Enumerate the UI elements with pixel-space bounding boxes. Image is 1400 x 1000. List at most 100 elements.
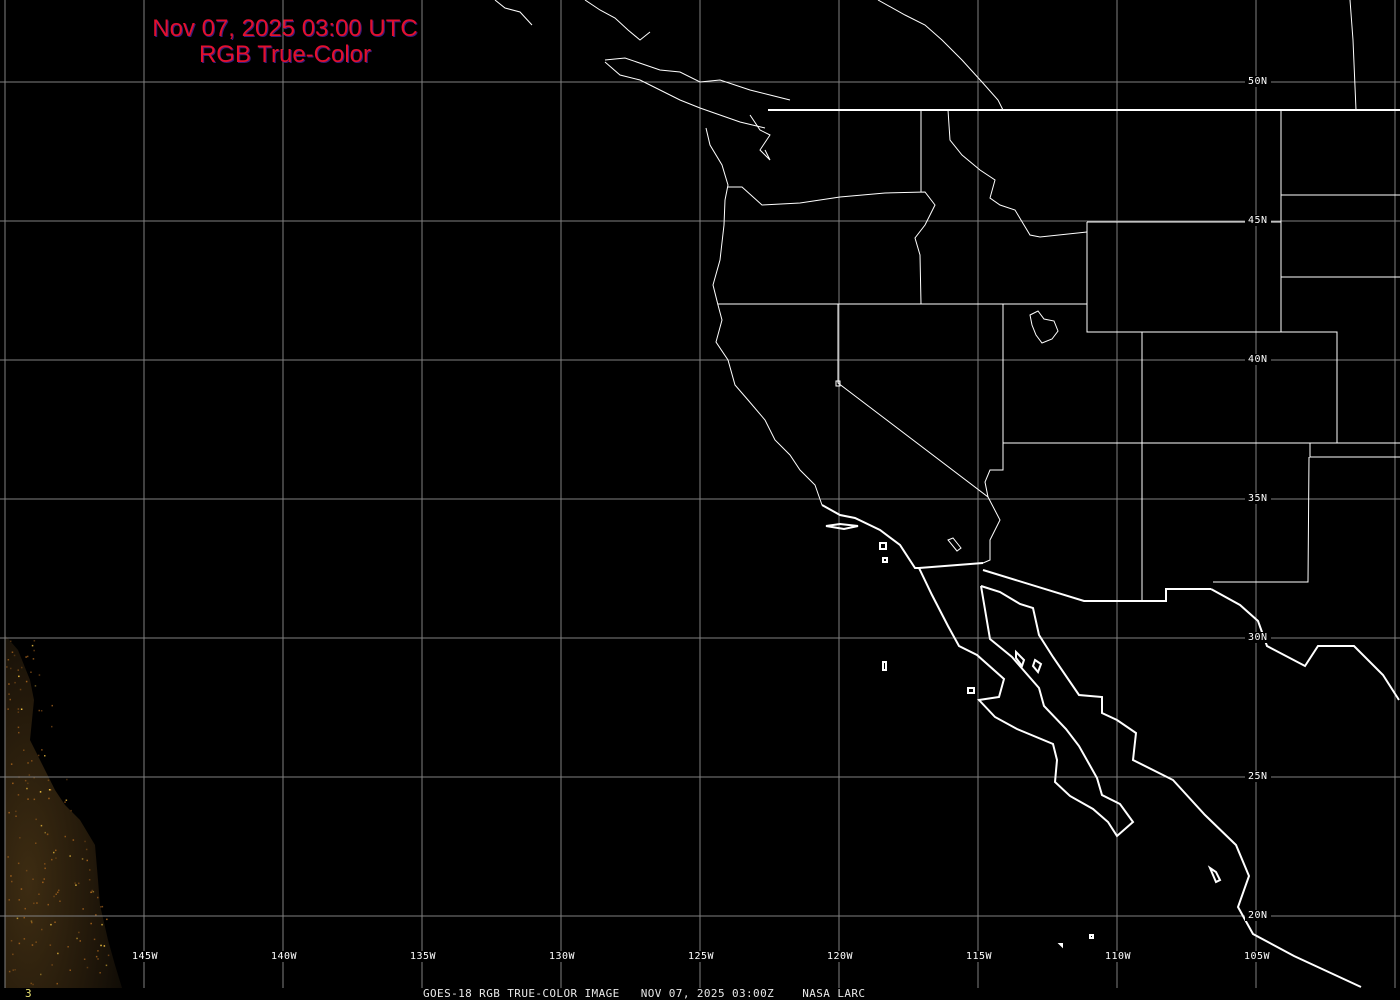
longitude-label: 135W <box>407 951 440 962</box>
city-light <box>90 922 92 925</box>
city-light <box>47 779 50 782</box>
city-light <box>40 710 43 712</box>
footer-bar: 3 GOES-18 RGB TRUE-COLOR IMAGE NOV 07, 2… <box>0 987 1400 1000</box>
city-light <box>38 709 40 712</box>
city-light <box>54 921 56 923</box>
city-light <box>92 890 95 893</box>
city-light <box>65 799 68 801</box>
longitude-label: 105W <box>1241 951 1274 962</box>
city-light <box>64 801 66 803</box>
city-light <box>56 982 58 985</box>
city-light <box>8 970 11 973</box>
longitude-label: 125W <box>685 951 718 962</box>
city-light <box>17 669 19 671</box>
city-light <box>34 685 37 687</box>
city-light <box>50 923 52 926</box>
city-light <box>101 923 103 926</box>
city-light <box>53 895 55 898</box>
city-light <box>8 811 10 814</box>
longitude-label: 130W <box>546 951 579 962</box>
city-light <box>33 640 36 642</box>
city-light <box>48 797 50 800</box>
city-light <box>81 858 84 860</box>
city-light <box>101 905 104 908</box>
city-light <box>86 859 88 862</box>
image-caption: GOES-18 RGB TRUE-COLOR IMAGE NOV 07, 202… <box>423 987 866 1000</box>
city-light <box>27 782 29 785</box>
city-light <box>15 815 17 817</box>
city-light <box>41 749 43 751</box>
latitude-label: 45N <box>1245 215 1271 226</box>
city-light <box>33 776 35 779</box>
latitude-label: 40N <box>1245 354 1271 365</box>
city-light <box>30 920 33 922</box>
city-light <box>31 944 34 946</box>
city-light <box>55 849 57 852</box>
city-light <box>19 837 21 839</box>
city-light <box>51 964 53 966</box>
city-light <box>32 983 34 986</box>
city-light <box>7 856 9 858</box>
city-light <box>35 941 37 943</box>
latitude-label: 30N <box>1245 632 1271 643</box>
city-light <box>10 640 12 642</box>
city-light <box>53 851 55 854</box>
city-light <box>40 973 42 976</box>
city-light <box>7 708 9 710</box>
city-light <box>13 654 16 657</box>
city-light <box>10 667 12 670</box>
city-light <box>14 681 16 684</box>
city-light <box>31 760 33 762</box>
frame-number: 3 <box>25 987 32 1000</box>
city-light <box>90 891 93 893</box>
city-light <box>105 964 108 967</box>
city-light <box>88 879 91 881</box>
city-light <box>64 835 66 838</box>
city-light <box>78 882 80 885</box>
city-light <box>18 731 20 734</box>
city-light <box>24 907 26 910</box>
city-light <box>69 969 71 971</box>
city-light <box>25 680 28 683</box>
city-light <box>95 955 98 958</box>
city-light <box>100 906 102 908</box>
city-light <box>78 931 80 934</box>
city-light <box>25 656 27 658</box>
city-light <box>42 881 44 884</box>
city-light <box>44 831 46 834</box>
city-light <box>79 940 81 942</box>
city-light <box>75 884 77 886</box>
international-borders <box>768 109 1400 602</box>
city-light <box>15 810 17 813</box>
city-light <box>32 878 34 880</box>
city-light <box>30 671 32 673</box>
city-light <box>83 958 86 960</box>
city-light <box>10 940 13 942</box>
city-light <box>86 966 89 969</box>
city-light <box>38 674 41 676</box>
city-light <box>24 779 27 782</box>
city-light <box>66 778 68 781</box>
city-light <box>32 658 35 660</box>
product-title: RGB True-Color <box>198 41 372 68</box>
city-light <box>26 787 28 790</box>
latitude-label: 25N <box>1245 771 1271 782</box>
city-light <box>82 908 84 910</box>
city-light <box>17 794 20 796</box>
city-light <box>57 891 59 894</box>
city-light <box>36 902 38 904</box>
coastlines-north <box>494 0 823 506</box>
city-light <box>28 774 31 776</box>
city-light <box>27 762 29 764</box>
city-light <box>93 938 96 941</box>
city-light <box>97 896 99 899</box>
city-light <box>107 954 110 957</box>
image-timestamp-title: Nov 07, 2025 03:00 UTC <box>152 15 418 42</box>
state-boundaries <box>718 0 1400 602</box>
city-light <box>48 789 51 791</box>
city-light <box>31 921 33 924</box>
city-light <box>85 848 88 851</box>
city-light <box>21 666 23 669</box>
